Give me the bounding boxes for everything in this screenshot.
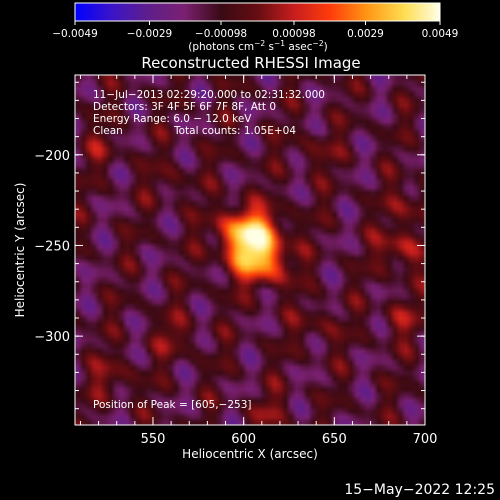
colorbar: −0.0049 −0.0029 −0.00098 0.00098 0.0029 0.004… xyxy=(52,2,458,53)
annotation-block: 11−Jul−2013 02:29:20.000 to 02:31:32.000… xyxy=(93,89,325,411)
colorbar-frame xyxy=(74,2,441,22)
annotation-energy-range: Energy Range: 6.0 − 12.0 keV xyxy=(93,113,252,125)
annotation-peak-position: Position of Peak = [605,−253] xyxy=(93,399,252,411)
colorbar-ticks xyxy=(74,21,441,25)
colorbar-tick-label: −0.0029 xyxy=(127,28,173,40)
x-axis-label: Heliocentric X (arcsec) xyxy=(182,447,318,461)
colorbar-tick-labels: −0.0049 −0.0029 −0.00098 0.00098 0.0029 0.004… xyxy=(52,28,458,40)
y-axis-ticks xyxy=(75,81,425,410)
colorbar-tick-label: −0.00098 xyxy=(195,28,247,40)
colorbar-tick-label: 0.0049 xyxy=(422,28,459,40)
x-tick-label: 650 xyxy=(322,432,347,447)
colorbar-strip xyxy=(75,3,440,21)
x-axis-ticks xyxy=(79,75,426,425)
annotation-method: Clean xyxy=(93,125,123,137)
x-axis-tick-labels: 550 600 650 700 xyxy=(141,432,438,447)
plot-frame xyxy=(74,74,426,426)
annotation-total-counts: Total counts: 1.05E+04 xyxy=(173,125,296,137)
y-axis-label: Heliocentric Y (arcsec) xyxy=(13,183,27,318)
colorbar-unit-label: (photons cm−2 s−1 asec−2) xyxy=(188,39,327,53)
colorbar-tick-label: −0.0049 xyxy=(52,28,98,40)
colorbar-tick-label: 0.0029 xyxy=(347,28,384,40)
y-axis-tick-labels: −200 −250 −300 xyxy=(34,149,70,345)
colorbar-tick-label: 0.00098 xyxy=(272,28,315,40)
chart-title: Reconstructed RHESSI Image xyxy=(141,54,360,72)
y-tick-label: −300 xyxy=(34,330,70,345)
y-tick-label: −200 xyxy=(34,149,70,164)
annotation-time-range: 11−Jul−2013 02:29:20.000 to 02:31:32.000 xyxy=(93,89,325,101)
x-tick-label: 550 xyxy=(141,432,166,447)
x-tick-label: 600 xyxy=(231,432,256,447)
heatmap-image xyxy=(75,75,425,425)
footer-date: 15−May−2022 12:25 xyxy=(344,482,495,498)
y-tick-label: −250 xyxy=(34,239,70,254)
x-tick-label: 700 xyxy=(413,432,438,447)
annotation-detectors: Detectors: 3F 4F 5F 6F 7F 8F, Att 0 xyxy=(93,101,276,113)
